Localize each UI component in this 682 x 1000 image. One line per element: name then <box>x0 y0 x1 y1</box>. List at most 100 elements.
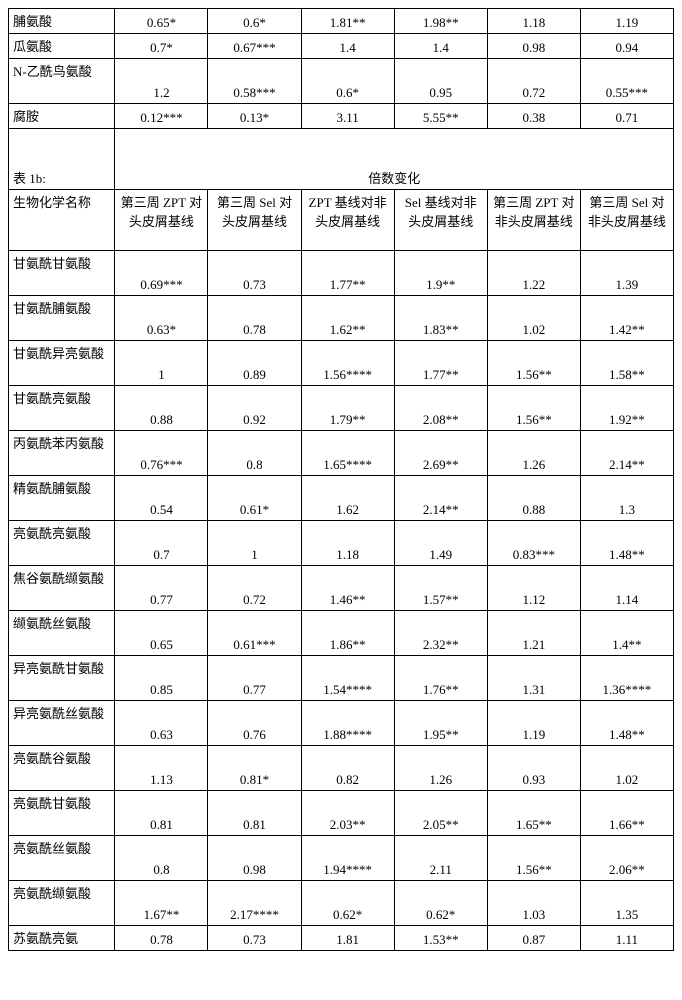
table-row: 缬氨酰丝氨酸0.650.61***1.86**2.32**1.211.4** <box>9 611 674 656</box>
value-cell: 0.81 <box>115 791 208 836</box>
value-cell: 5.55** <box>394 104 487 129</box>
table-row: 丙氨酰苯丙氨酸0.76***0.81.65****2.69**1.262.14*… <box>9 431 674 476</box>
table-row: 亮氨酰丝氨酸0.80.981.94****2.111.56**2.06** <box>9 836 674 881</box>
value-cell: 0.78 <box>115 926 208 951</box>
table-row: 亮氨酰甘氨酸0.810.812.03**2.05**1.65**1.66** <box>9 791 674 836</box>
value-cell: 1.81 <box>301 926 394 951</box>
banner-title: 倍数变化 <box>115 129 674 190</box>
value-cell: 1.02 <box>580 746 673 791</box>
value-cell: 2.03** <box>301 791 394 836</box>
value-cell: 1.56**** <box>301 341 394 386</box>
value-cell: 1.14 <box>580 566 673 611</box>
value-cell: 0.77 <box>208 656 301 701</box>
value-cell: 1.95** <box>394 701 487 746</box>
value-cell: 1.88**** <box>301 701 394 746</box>
value-cell: 0.58*** <box>208 59 301 104</box>
value-cell: 1.9** <box>394 251 487 296</box>
value-cell: 0.88 <box>487 476 580 521</box>
value-cell: 1.49 <box>394 521 487 566</box>
value-cell: 1.12 <box>487 566 580 611</box>
value-cell: 0.87 <box>487 926 580 951</box>
value-cell: 1.98** <box>394 9 487 34</box>
value-cell: 0.72 <box>487 59 580 104</box>
value-cell: 0.6* <box>301 59 394 104</box>
value-cell: 1.58** <box>580 341 673 386</box>
value-cell: 1.92** <box>580 386 673 431</box>
value-cell: 0.76*** <box>115 431 208 476</box>
data-table: 脯氨酸0.65*0.6*1.81**1.98**1.181.19瓜氨酸0.7*0… <box>8 8 674 951</box>
table-row: 异亮氨酰甘氨酸0.850.771.54****1.76**1.311.36***… <box>9 656 674 701</box>
row-label: 苏氨酰亮氨 <box>9 926 115 951</box>
value-cell: 1.35 <box>580 881 673 926</box>
value-cell: 0.98 <box>208 836 301 881</box>
value-cell: 2.32** <box>394 611 487 656</box>
value-cell: 1.31 <box>487 656 580 701</box>
column-header: ZPT 基线对非头皮屑基线 <box>301 190 394 251</box>
value-cell: 1.57** <box>394 566 487 611</box>
value-cell: 0.95 <box>394 59 487 104</box>
value-cell: 0.61*** <box>208 611 301 656</box>
value-cell: 1.36**** <box>580 656 673 701</box>
value-cell: 1.81** <box>301 9 394 34</box>
value-cell: 1 <box>208 521 301 566</box>
value-cell: 1.56** <box>487 836 580 881</box>
table-row: 甘氨酰亮氨酸0.880.921.79**2.08**1.56**1.92** <box>9 386 674 431</box>
row-label: 精氨酰脯氨酸 <box>9 476 115 521</box>
value-cell: 1.77** <box>301 251 394 296</box>
value-cell: 0.63* <box>115 296 208 341</box>
value-cell: 2.11 <box>394 836 487 881</box>
table-row: 精氨酰脯氨酸0.540.61*1.622.14**0.881.3 <box>9 476 674 521</box>
value-cell: 1.3 <box>580 476 673 521</box>
value-cell: 0.81* <box>208 746 301 791</box>
value-cell: 0.7* <box>115 34 208 59</box>
value-cell: 1.42** <box>580 296 673 341</box>
value-cell: 0.67*** <box>208 34 301 59</box>
value-cell: 1.02 <box>487 296 580 341</box>
value-cell: 0.38 <box>487 104 580 129</box>
value-cell: 0.61* <box>208 476 301 521</box>
value-cell: 1.83** <box>394 296 487 341</box>
value-cell: 2.14** <box>580 431 673 476</box>
value-cell: 2.69** <box>394 431 487 476</box>
row-label: 甘氨酰甘氨酸 <box>9 251 115 296</box>
table-row: 瓜氨酸0.7*0.67***1.41.40.980.94 <box>9 34 674 59</box>
value-cell: 1.19 <box>580 9 673 34</box>
value-cell: 1.4** <box>580 611 673 656</box>
value-cell: 0.12*** <box>115 104 208 129</box>
value-cell: 0.89 <box>208 341 301 386</box>
row-label: 甘氨酰异亮氨酸 <box>9 341 115 386</box>
row-label: N-乙酰鸟氨酸 <box>9 59 115 104</box>
value-cell: 0.78 <box>208 296 301 341</box>
value-cell: 1.4 <box>394 34 487 59</box>
value-cell: 1.94**** <box>301 836 394 881</box>
value-cell: 1.53** <box>394 926 487 951</box>
row-label: 异亮氨酰甘氨酸 <box>9 656 115 701</box>
value-cell: 1.77** <box>394 341 487 386</box>
value-cell: 1.65**** <box>301 431 394 476</box>
header-row: 生物化学名称第三周 ZPT 对头皮屑基线第三周 Sel 对头皮屑基线ZPT 基线… <box>9 190 674 251</box>
row-label: 焦谷氨酰缬氨酸 <box>9 566 115 611</box>
value-cell: 0.81 <box>208 791 301 836</box>
value-cell: 0.85 <box>115 656 208 701</box>
table-row: 焦谷氨酰缬氨酸0.770.721.46**1.57**1.121.14 <box>9 566 674 611</box>
value-cell: 1.48** <box>580 701 673 746</box>
value-cell: 0.55*** <box>580 59 673 104</box>
value-cell: 0.69*** <box>115 251 208 296</box>
row-label: 亮氨酰谷氨酸 <box>9 746 115 791</box>
table-row: 亮氨酰谷氨酸1.130.81*0.821.260.931.02 <box>9 746 674 791</box>
value-cell: 1.18 <box>301 521 394 566</box>
value-cell: 3.11 <box>301 104 394 129</box>
table-row: 甘氨酰异亮氨酸10.891.56****1.77**1.56**1.58** <box>9 341 674 386</box>
section-title: 表 1b: <box>9 129 115 190</box>
row-label: 脯氨酸 <box>9 9 115 34</box>
value-cell: 1.62** <box>301 296 394 341</box>
value-cell: 0.83*** <box>487 521 580 566</box>
value-cell: 1 <box>115 341 208 386</box>
value-cell: 2.08** <box>394 386 487 431</box>
row-label: 亮氨酰丝氨酸 <box>9 836 115 881</box>
value-cell: 0.72 <box>208 566 301 611</box>
value-cell: 0.71 <box>580 104 673 129</box>
table-row: 异亮氨酰丝氨酸0.630.761.88****1.95**1.191.48** <box>9 701 674 746</box>
row-label: 甘氨酰亮氨酸 <box>9 386 115 431</box>
value-cell: 0.7 <box>115 521 208 566</box>
